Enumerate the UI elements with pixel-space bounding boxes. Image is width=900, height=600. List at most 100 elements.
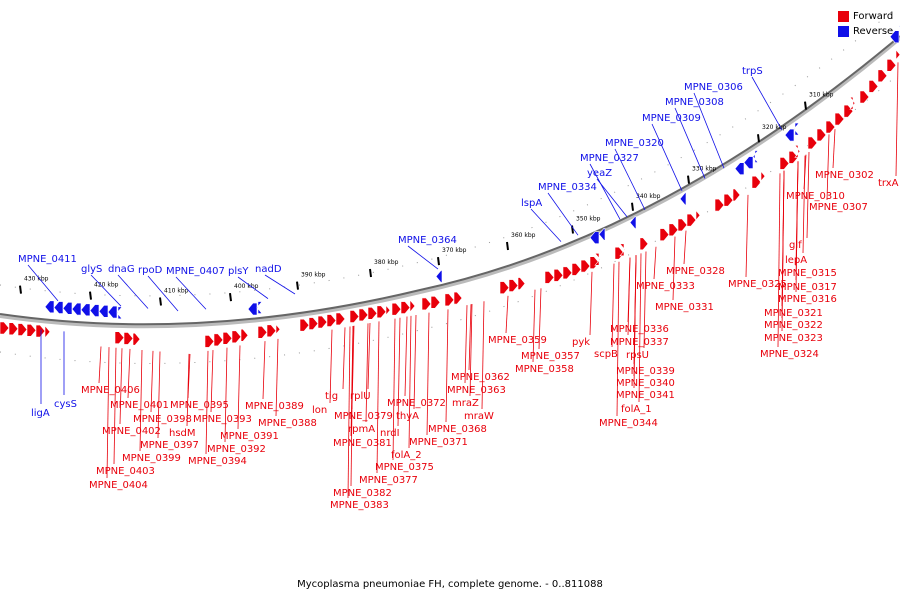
scale-tick-label: 370 kbp bbox=[442, 247, 467, 254]
scale-tick-label: 400 kbp bbox=[234, 283, 259, 290]
forward-gene-label: MPNE_0375 bbox=[375, 462, 434, 473]
forward-gene-leader bbox=[113, 347, 117, 465]
reverse-gene-leader bbox=[407, 245, 439, 270]
reverse-gene-arrow bbox=[629, 216, 637, 229]
scale-tick-label: 420 kbp bbox=[94, 282, 119, 289]
forward-gene-arrow bbox=[816, 128, 827, 142]
reverse-gene-label: MPNE_0309 bbox=[642, 113, 701, 124]
forward-gene-arrow bbox=[123, 332, 134, 345]
reverse-gene-arrow bbox=[116, 306, 123, 320]
forward-gene-label: MPNE_0389 bbox=[245, 401, 304, 412]
scale-tick bbox=[369, 268, 372, 278]
forward-gene-leader bbox=[426, 312, 430, 436]
reverse-gene-label: MPNE_0308 bbox=[665, 97, 724, 108]
reverse-gene-leader bbox=[614, 148, 646, 211]
genome-backbone bbox=[0, 35, 900, 326]
forward-gene-label: MPNE_0321 bbox=[764, 308, 823, 319]
reverse-gene-label: MPNE_0327 bbox=[580, 153, 639, 164]
forward-gene-label: mraZ bbox=[452, 398, 479, 409]
forward-gene-arrow bbox=[44, 324, 51, 339]
reverse-gene-leader bbox=[589, 163, 621, 220]
forward-gene-leader bbox=[589, 271, 593, 336]
forward-gene-leader bbox=[745, 194, 749, 278]
forward-gene-label: MPNE_0371 bbox=[409, 437, 468, 448]
forward-swatch bbox=[838, 11, 849, 22]
reverse-gene-arrow bbox=[793, 122, 800, 136]
forward-gene-arrow bbox=[834, 112, 845, 126]
forward-gene-label: MPNE_0363 bbox=[447, 385, 506, 396]
forward-gene-label: MPNE_0322 bbox=[764, 320, 823, 331]
forward-gene-label: MPNE_0377 bbox=[359, 475, 418, 486]
reverse-gene-label: lspA bbox=[521, 198, 542, 209]
forward-gene-leader bbox=[275, 338, 279, 417]
forward-gene-label: MPNE_0383 bbox=[330, 500, 389, 511]
forward-gene-label: rpmA bbox=[348, 424, 375, 435]
forward-gene-leader bbox=[806, 152, 810, 239]
forward-gene-arrow bbox=[358, 308, 369, 322]
forward-gene-arrow bbox=[317, 315, 328, 329]
reverse-gene-leader bbox=[596, 178, 628, 217]
forward-gene-leader bbox=[397, 317, 401, 427]
forward-gene-arrow bbox=[35, 324, 46, 338]
reverse-gene-arrow bbox=[89, 304, 100, 317]
forward-gene-leader bbox=[633, 255, 637, 389]
forward-gene-label: mraW bbox=[464, 411, 494, 422]
forward-gene-label: MPNE_0323 bbox=[764, 333, 823, 344]
forward-gene-label: pyk bbox=[572, 337, 590, 348]
reverse-gene-arrow bbox=[889, 30, 900, 44]
forward-gene-label: MPNE_0402 bbox=[102, 426, 161, 437]
scale-tick bbox=[437, 256, 440, 266]
forward-gene-arrow bbox=[619, 243, 626, 257]
forward-gene-arrow bbox=[326, 314, 337, 327]
forward-gene-leader bbox=[611, 263, 615, 348]
reverse-gene-arrow bbox=[62, 302, 73, 315]
forward-gene-arrow bbox=[723, 193, 734, 207]
forward-gene-arrow bbox=[26, 323, 37, 337]
forward-gene-leader bbox=[413, 314, 417, 410]
forward-gene-arrow bbox=[562, 266, 573, 280]
forward-gene-label: MPNE_0399 bbox=[122, 453, 181, 464]
forward-gene-arrow bbox=[240, 328, 249, 342]
reverse-gene-label: MPNE_0306 bbox=[684, 82, 743, 93]
forward-gene-arrow bbox=[759, 169, 766, 183]
forward-gene-arrow bbox=[614, 246, 625, 260]
forward-gene-arrow bbox=[409, 299, 416, 313]
forward-gene-arrow bbox=[732, 188, 741, 202]
scale-tick bbox=[757, 134, 760, 143]
forward-gene-arrow bbox=[877, 69, 888, 83]
forward-gene-leader bbox=[532, 289, 536, 363]
reverse-gene-arrow bbox=[679, 192, 687, 206]
scale-tick-label: 360 kbp bbox=[511, 232, 536, 239]
forward-gene-arrow bbox=[517, 277, 526, 290]
forward-gene-arrow bbox=[807, 136, 818, 150]
scale-tick-label: 380 kbp bbox=[374, 259, 399, 266]
forward-gene-label: MPNE_0324 bbox=[760, 349, 819, 360]
reverse-gene-arrow bbox=[752, 150, 759, 163]
reverse-gene-label: cysS bbox=[54, 399, 77, 410]
forward-gene-arrow bbox=[444, 293, 455, 307]
forward-gene-leader bbox=[329, 329, 333, 404]
forward-gene-arrow bbox=[204, 335, 215, 348]
forward-gene-arrow bbox=[553, 269, 564, 282]
legend-item-forward: Forward bbox=[838, 9, 900, 24]
forward-gene-label: MPNE_0359 bbox=[488, 335, 547, 346]
forward-gene-arrow bbox=[659, 228, 670, 241]
forward-gene-arrow bbox=[571, 263, 582, 276]
reverse-gene-leader bbox=[117, 274, 149, 309]
reverse-gene-arrow bbox=[44, 300, 55, 314]
forward-gene-label: MPNE_0340 bbox=[616, 378, 675, 389]
forward-gene-arrow bbox=[779, 157, 790, 170]
forward-gene-label: thyA bbox=[396, 411, 419, 422]
reverse-gene-leader bbox=[674, 107, 706, 179]
forward-gene-arrow bbox=[453, 291, 463, 305]
forward-gene-arrow bbox=[231, 330, 242, 344]
forward-gene-arrow bbox=[825, 120, 836, 134]
reverse-gene-label: MPNE_0334 bbox=[538, 182, 597, 193]
reverse-gene-leader bbox=[147, 275, 179, 312]
reverse-gene-leader bbox=[175, 276, 207, 310]
forward-gene-label: lon bbox=[312, 405, 327, 416]
forward-gene-leader bbox=[205, 350, 209, 455]
forward-gene-leader bbox=[376, 321, 380, 474]
forward-gene-arrow bbox=[132, 332, 141, 346]
